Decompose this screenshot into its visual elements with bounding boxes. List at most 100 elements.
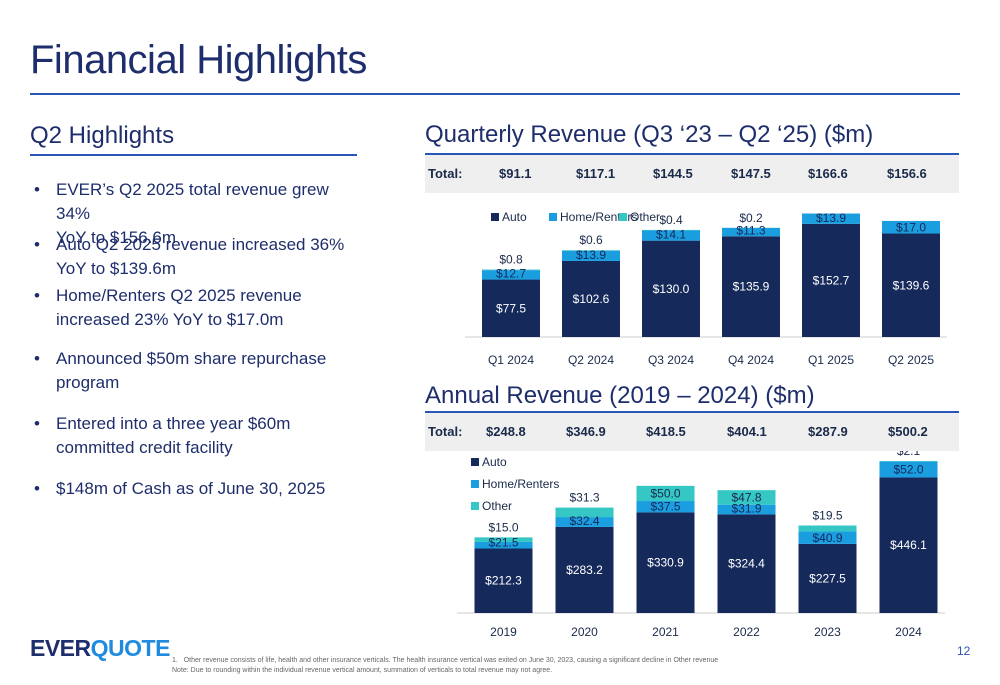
quarterly-total: $147.5: [731, 166, 771, 181]
legend-swatch: [549, 213, 557, 221]
bar-segment-home-renters: [879, 461, 938, 478]
bar-segment-home-renters: [798, 531, 857, 544]
data-label: $227.5: [809, 571, 846, 585]
legend-swatch: [619, 213, 627, 221]
legend-swatch: [471, 458, 479, 466]
footnote-1: 1. Other revenue consists of life, healt…: [172, 657, 718, 664]
bar-segment-other: [474, 537, 533, 542]
bar-segment-other: [717, 490, 776, 505]
legend-label: Auto: [502, 210, 527, 224]
data-label: $152.7: [813, 273, 850, 287]
page-number: 12: [957, 644, 971, 658]
bar-segment-auto: [798, 543, 857, 613]
legend-swatch: [471, 480, 479, 488]
data-label: $12.7: [496, 267, 526, 281]
quarterly-total: $91.1: [499, 166, 532, 181]
x-tick-label: 2021: [652, 625, 679, 639]
bar-segment-home-renters: [562, 250, 620, 261]
x-tick-label: 2022: [733, 625, 760, 639]
quarterly-total: $144.5: [653, 166, 693, 181]
bar-segment-auto: [802, 223, 860, 337]
data-label: $0.6: [579, 233, 603, 247]
bar-segment-auto: [879, 477, 938, 613]
annual-total: $248.8: [486, 424, 526, 439]
data-label: $135.9: [733, 280, 770, 294]
annual-divider: [425, 411, 959, 413]
bar-segment-home-renters: [802, 213, 860, 224]
data-label: $52.0: [893, 463, 923, 477]
bullet-item: Announced $50m share repurchase program: [30, 347, 360, 395]
quarterly-title: Quarterly Revenue (Q3 ‘23 – Q2 ‘25) ($m): [425, 121, 874, 148]
x-tick-label: 2020: [571, 625, 598, 639]
legend-label: Home/Renters: [560, 210, 637, 224]
data-label: $47.8: [731, 490, 761, 504]
data-label: $40.9: [812, 531, 842, 545]
title-divider: [30, 93, 960, 95]
footnote-2: Note: Due to rounding within the individ…: [172, 667, 553, 674]
bullet-line: Announced $50m share repurchase: [56, 349, 327, 368]
bar-segment-home-renters: [474, 541, 533, 549]
data-label: $13.9: [816, 211, 846, 225]
x-tick-label: Q3 2024: [648, 353, 694, 367]
quarterly-revenue-chart: $77.5$12.7$0.8Q1 2024$102.6$13.9$0.6Q2 2…: [465, 210, 947, 367]
bar-segment-auto: [642, 240, 700, 337]
bullet-item: Entered into a three year $60m committed…: [30, 412, 360, 460]
bullet-item: Auto Q2 2025 revenue increased 36% YoY t…: [30, 233, 360, 281]
highlights-divider: [30, 154, 357, 156]
bar-segment-home-renters: [717, 504, 776, 515]
legend-swatch: [471, 502, 479, 510]
annual-total: $418.5: [646, 424, 686, 439]
x-tick-label: 2024: [895, 625, 922, 639]
data-label: $21.5: [488, 535, 518, 549]
logo-text: EVER: [30, 635, 91, 661]
x-tick-label: Q4 2024: [728, 353, 774, 367]
everquote-logo: EVERQUOTE: [30, 635, 170, 662]
data-label: $139.6: [893, 278, 930, 292]
data-label: $50.0: [650, 486, 680, 500]
legend-label: Auto: [482, 455, 507, 469]
bullet-line: program: [56, 373, 120, 392]
data-label: $0.8: [499, 253, 523, 267]
quarterly-total: $156.6: [887, 166, 927, 181]
quarterly-total: $166.6: [808, 166, 848, 181]
annual-total: $500.2: [888, 424, 928, 439]
bar-segment-home-renters: [482, 270, 540, 280]
bullet-line: EVER’s Q2 2025 total revenue grew 34%: [56, 180, 329, 223]
footnote-text: Other revenue consists of life, health a…: [183, 657, 719, 664]
data-label: $37.5: [650, 499, 680, 513]
quarterly-total: $117.1: [576, 166, 616, 181]
annual-revenue-chart: $212.3 $21.5$15.0 2019 $283.2 $32.4 $31.3 2020…: [457, 451, 945, 639]
annual-total: $346.9: [566, 424, 606, 439]
bar-segment-other: [482, 269, 540, 271]
data-label: $17.0: [896, 221, 926, 235]
bullet-line: increased 23% YoY to $17.0m: [56, 310, 284, 329]
data-label: $102.6: [573, 292, 610, 306]
quarterly-totals-bar: Total: $91.1 $117.1 $144.5 $147.5 $166.6…: [425, 155, 959, 193]
annual-totals-bar: Total: $248.8 $346.9 $418.5 $404.1 $287.…: [425, 413, 959, 451]
data-label: $14.1: [656, 228, 686, 242]
bar-segment-other: [879, 460, 938, 462]
bar-segment-home-renters: [642, 230, 700, 241]
legend-swatch: [491, 213, 499, 221]
data-label: $2.1: [897, 451, 921, 458]
bar-segment-auto: [474, 548, 533, 613]
quarterly-divider: [425, 153, 959, 155]
data-label: $130.0: [653, 282, 690, 296]
bar-segment-other: [555, 507, 614, 518]
data-label: $0.2: [739, 211, 763, 225]
footnote-marker: 1.: [172, 657, 178, 664]
x-tick-label: 2019: [490, 625, 517, 639]
logo-text: QUOTE: [90, 635, 171, 661]
data-label: $446.1: [890, 538, 927, 552]
bar-segment-auto: [717, 514, 776, 613]
data-label: $13.9: [576, 248, 606, 262]
legend-label: Other: [630, 210, 660, 224]
bar-segment-auto: [555, 526, 614, 613]
bullet-line: YoY to $139.6m: [56, 259, 177, 278]
data-label: $31.9: [731, 501, 761, 515]
legend-label: Other: [482, 499, 512, 513]
bar-segment-home-renters: [636, 501, 695, 513]
data-label: $11.3: [736, 223, 765, 237]
bar-segment-auto: [722, 236, 780, 337]
data-label: $212.3: [485, 574, 522, 588]
